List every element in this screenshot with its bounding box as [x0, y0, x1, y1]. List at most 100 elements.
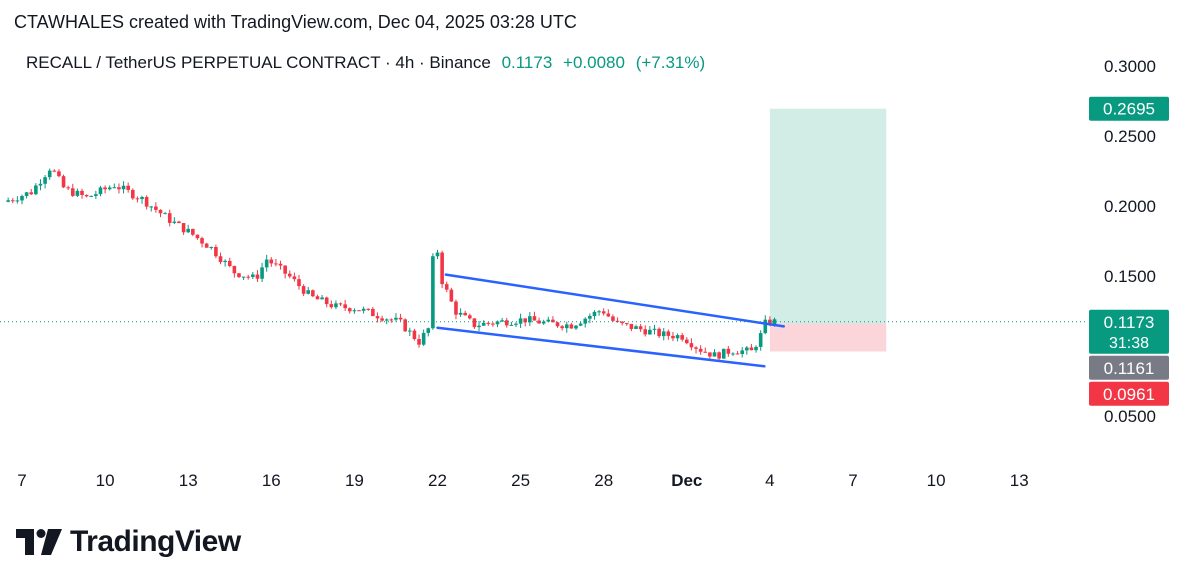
chart-area[interactable]: 0.3000 0.2500 0.2000 0.1500 0.0500 0.2695 0.11… [0, 40, 1200, 500]
candle-body [70, 188, 75, 196]
candle [620, 321, 624, 326]
candle-body [444, 284, 449, 290]
candle-body [643, 329, 648, 335]
candle [158, 209, 163, 218]
candle [338, 302, 343, 307]
candle [417, 334, 421, 348]
candle [144, 195, 149, 210]
candle-body [463, 312, 467, 316]
candle [186, 224, 190, 233]
candle [592, 310, 597, 320]
candle [29, 189, 34, 195]
candle [167, 209, 172, 227]
candle [6, 197, 10, 203]
candle [597, 310, 601, 316]
candle [107, 185, 112, 191]
candle [408, 327, 412, 337]
price-badge-countdown: 31:38 [1109, 335, 1149, 352]
time-tick-label: 10 [96, 471, 115, 490]
candle-body [144, 197, 149, 207]
candle [675, 333, 680, 342]
candle-body [518, 318, 523, 324]
candle-body [514, 323, 518, 325]
descending-channel [436, 273, 785, 368]
candle-body [495, 321, 500, 325]
candle [191, 228, 195, 237]
candle [638, 324, 643, 332]
candle-body [615, 320, 620, 322]
candle [523, 318, 528, 327]
candle-body [200, 238, 204, 244]
candle-body [449, 289, 454, 302]
candle-body [551, 319, 555, 323]
candle-body [597, 311, 601, 313]
candle-body [209, 246, 214, 248]
candle [121, 181, 126, 194]
candle-body [523, 318, 528, 323]
candle-body [186, 228, 190, 233]
candle-body [694, 347, 698, 349]
candle-body [172, 221, 177, 223]
candle [269, 257, 274, 267]
candle [403, 318, 407, 332]
price-tick-label: 0.3000 [1104, 57, 1156, 76]
candle-body [717, 352, 721, 359]
candle [583, 317, 588, 328]
candle [204, 242, 209, 248]
price-chart[interactable]: 0.3000 0.2500 0.2000 0.1500 0.0500 0.2695 0.11… [0, 40, 1200, 500]
time-tick-label: 13 [179, 471, 198, 490]
time-tick-label: Dec [671, 471, 702, 490]
candle [24, 191, 29, 199]
candle-body [29, 192, 34, 195]
candle-body [389, 319, 394, 321]
candle [334, 300, 338, 310]
last-price-value: 0.1173 [501, 53, 553, 72]
time-tick-label: 10 [927, 471, 946, 490]
candle-body [661, 331, 666, 337]
price-badge: 0.1161 [1089, 355, 1169, 380]
candle [426, 327, 431, 337]
candle-body [560, 326, 564, 329]
candle [495, 320, 500, 328]
candle-body [214, 246, 218, 257]
candle [588, 313, 592, 324]
time-tick-label: 4 [765, 471, 774, 490]
candle-body [417, 339, 421, 345]
candle [10, 198, 15, 204]
candle [657, 327, 661, 339]
candle-body [311, 290, 315, 297]
candle-body [121, 185, 126, 190]
candle [569, 322, 574, 329]
candle-body [421, 332, 426, 345]
candle [89, 195, 94, 197]
price-badge-label: 0.1173 [1104, 313, 1155, 332]
candle [680, 332, 684, 342]
candle-body [292, 276, 297, 280]
price-change: +0.0080 [563, 53, 625, 72]
candle-body [458, 312, 463, 315]
candle [223, 259, 227, 267]
time-tick-label: 13 [1010, 471, 1029, 490]
candle-body [537, 320, 541, 324]
candle [329, 300, 334, 309]
candle-body [689, 343, 694, 348]
candle-body [675, 335, 680, 339]
candle [731, 352, 735, 357]
candle-body [324, 297, 329, 305]
candle-body [500, 320, 504, 322]
candle [449, 287, 454, 302]
candle [366, 308, 371, 311]
candle-body [47, 170, 52, 178]
candle-body [191, 228, 195, 235]
candle [624, 322, 629, 326]
candle [292, 272, 297, 282]
candle-body [749, 347, 754, 351]
candle-body [10, 200, 15, 202]
candle-body [15, 200, 20, 202]
candle-body [546, 319, 551, 322]
candle-body [740, 350, 744, 355]
symbol-legend: RECALL / TetherUS PERPETUAL CONTRACT · 4… [26, 53, 705, 73]
candle [251, 271, 255, 280]
candle [200, 236, 204, 248]
candle-body [347, 308, 352, 312]
